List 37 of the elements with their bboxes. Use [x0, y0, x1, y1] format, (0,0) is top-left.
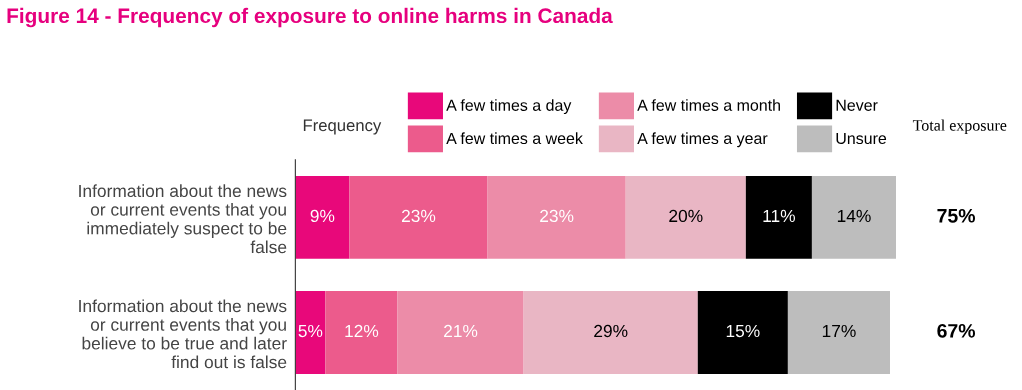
bar — [349, 176, 488, 259]
bar — [325, 291, 398, 374]
legend-label: A few times a day — [446, 99, 572, 115]
bar — [295, 291, 326, 374]
data-label: 11% — [763, 209, 795, 223]
data-label: 15% — [726, 324, 760, 338]
bar — [787, 291, 890, 374]
data-label: 23% — [401, 209, 436, 223]
data-label: 17% — [822, 324, 856, 338]
legend-label: Never — [836, 99, 878, 111]
bar — [625, 176, 746, 259]
data-label: 20% — [669, 209, 703, 223]
y-tick-label: Information about the news or current events that you immediately suspect to be false — [79, 184, 287, 254]
legend-title: Frequency — [303, 119, 382, 135]
bar — [295, 176, 350, 259]
y-tick-label: Information about the news or current events that you believe to be true and later find out is false — [79, 299, 287, 369]
data-label: 29% — [594, 324, 628, 338]
data-label: 21% — [444, 324, 478, 338]
legend-label: A few times a month — [637, 99, 780, 111]
bar — [487, 176, 626, 259]
bar — [523, 291, 698, 374]
data-label: 23% — [540, 209, 574, 223]
bar — [397, 291, 524, 374]
legend-label: A few times a year — [637, 132, 768, 148]
legend-label: Unsure — [836, 132, 887, 145]
bar — [745, 176, 812, 259]
data-label: 14% — [837, 209, 871, 223]
text: 67% — [937, 323, 976, 338]
data-label: 9% — [310, 209, 335, 223]
text: Total exposure — [912, 119, 1007, 134]
text: 75% — [937, 208, 976, 223]
legend-label: A few times a week — [446, 132, 583, 145]
data-label: 5% — [298, 324, 323, 338]
chart-title: Figure 14 - Frequency of exposure to online harms in Canada — [7, 7, 613, 28]
data-label: 12% — [345, 324, 379, 338]
bar — [697, 291, 788, 374]
bar — [811, 176, 897, 259]
